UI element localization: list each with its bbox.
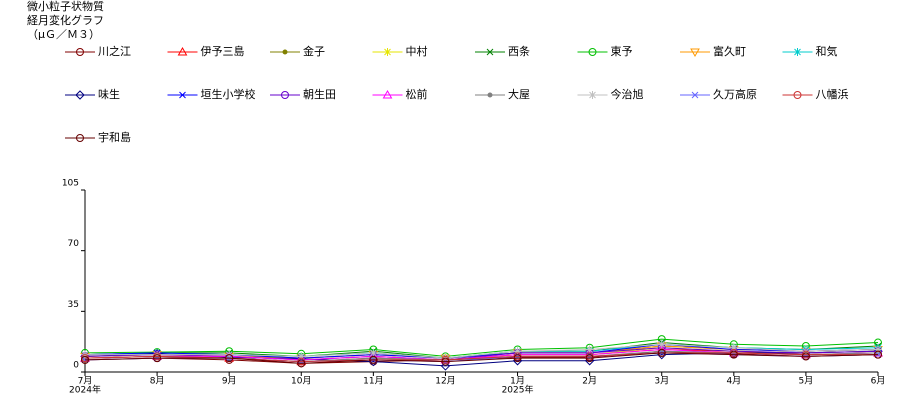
point (657, 348, 666, 357)
legend-marker (690, 48, 700, 58)
x-tick-label: 4月 (726, 376, 741, 387)
chart-title: （μＧ／Ｍ３） (27, 28, 100, 41)
legend-marker (383, 48, 392, 56)
legend-marker (282, 49, 288, 55)
point (729, 343, 738, 352)
point (874, 345, 882, 354)
point (225, 354, 234, 363)
legend-label: 伊予三島 (201, 44, 245, 58)
series-line (84, 338, 879, 357)
x-tick-label: 7月 (78, 376, 93, 387)
series-line (85, 343, 879, 359)
x-tick-label: 6月 (871, 376, 886, 387)
legend-marker (281, 91, 289, 99)
y-tick-label: 35 (68, 300, 79, 310)
x-tick-label: 8月 (150, 376, 165, 387)
point (585, 345, 594, 354)
point (369, 348, 378, 357)
legend-marker (76, 134, 84, 142)
point (369, 355, 378, 364)
legend-label: 和気 (816, 44, 838, 58)
legend-label: 松前 (406, 87, 428, 101)
point (585, 354, 594, 363)
legend-marker (588, 48, 597, 56)
legend-label: 西条 (508, 44, 530, 58)
point (729, 350, 738, 359)
legend-marker (75, 90, 85, 100)
legend-label: 朝生田 (303, 87, 336, 101)
y-tick-label: 0 (73, 361, 79, 371)
point (513, 347, 522, 356)
x-tick-label: 10月 (291, 376, 311, 387)
point (297, 352, 306, 361)
legend-marker (486, 48, 494, 56)
x-year-label: 2025年 (502, 384, 534, 396)
point (441, 357, 450, 366)
chart-title: 経月変化グラフ (27, 13, 104, 27)
legend-label: 今治旭 (611, 87, 644, 101)
x-tick-label: 1月 (510, 376, 525, 387)
legend-label: 金子 (303, 44, 325, 58)
legend-label: 久万高原 (713, 87, 757, 101)
x-tick-label: 5月 (799, 376, 814, 387)
point (153, 354, 162, 363)
legend-marker (487, 92, 493, 98)
series-line (84, 352, 879, 364)
legend-label: 中村 (406, 44, 428, 58)
legend-label: 垣生小学校 (201, 87, 256, 101)
chart-title: 微小粒子状物質 (27, 0, 104, 13)
legend-marker (382, 89, 393, 99)
point (874, 350, 882, 359)
point (657, 340, 666, 349)
legend-marker (793, 48, 802, 56)
legend-marker (588, 91, 597, 99)
y-tick-label: 105 (62, 179, 79, 189)
legend-marker (793, 91, 802, 99)
x-tick-label: 12月 (435, 376, 455, 387)
legend-label: 宇和島 (98, 130, 131, 144)
x-year-label: 2024年 (69, 384, 101, 396)
x-tick-label: 2月 (582, 376, 597, 387)
legend-marker (691, 91, 699, 99)
legend-label: 八幡浜 (816, 87, 849, 101)
legend-marker (76, 48, 84, 56)
legend-marker (177, 46, 188, 56)
legend-marker (179, 91, 186, 99)
point (81, 355, 89, 364)
x-tick-label: 3月 (654, 376, 669, 387)
point (801, 352, 810, 361)
point (513, 354, 522, 363)
legend-label: 東予 (611, 45, 633, 58)
x-tick-label: 9月 (222, 376, 237, 387)
legend-label: 富久町 (713, 44, 746, 58)
x-tick-label: 11月 (363, 376, 383, 387)
legend-label: 味生 (98, 87, 120, 101)
y-tick-label: 70 (68, 239, 80, 249)
legend-label: 大屋 (508, 87, 530, 101)
legend-label: 川之江 (98, 44, 131, 58)
point (297, 359, 306, 368)
